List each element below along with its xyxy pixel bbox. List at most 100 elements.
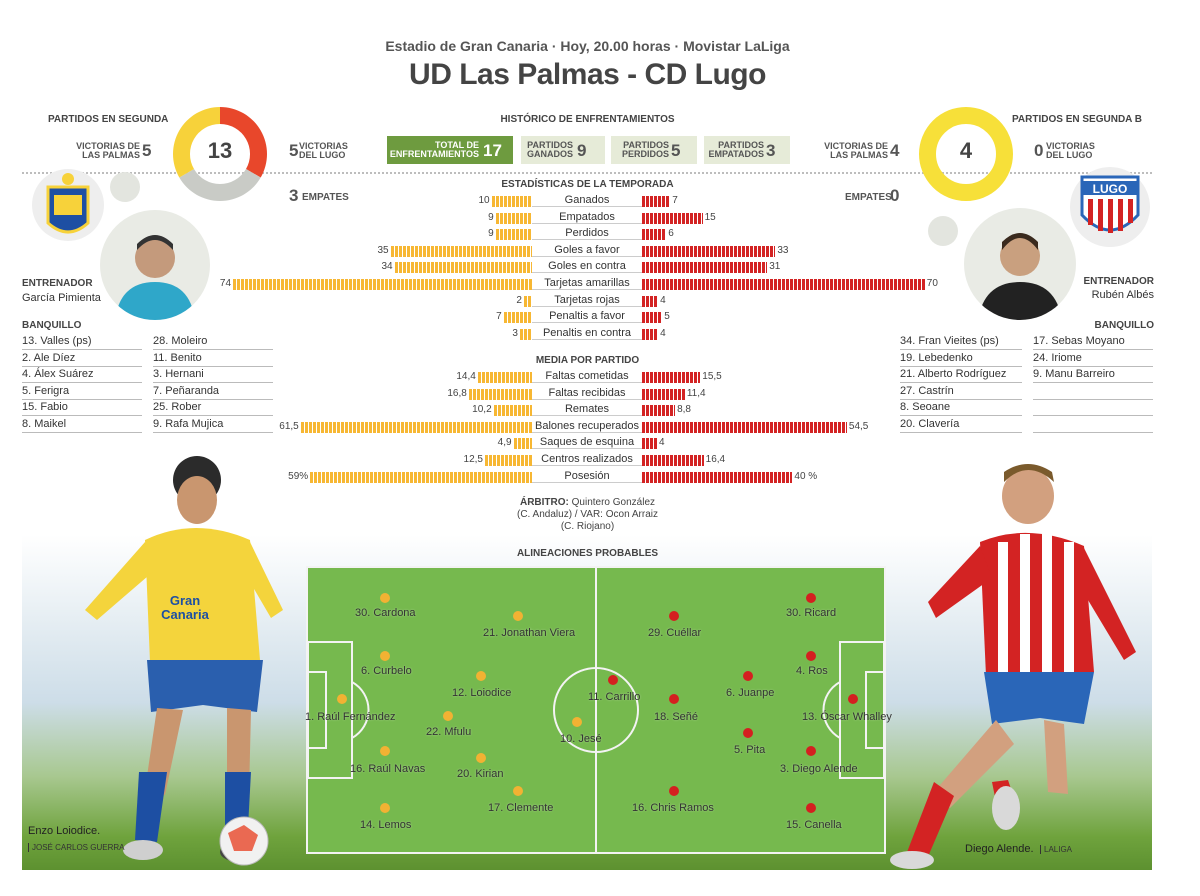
history-drawn-value: 3 <box>766 141 776 160</box>
away-coach-name: Rubén Albés <box>1091 289 1154 301</box>
away-value: 33 <box>777 244 789 256</box>
bench-player: 15. Fabio <box>22 400 142 416</box>
away-bar <box>642 196 671 207</box>
away-value: 40 % <box>794 470 818 482</box>
right-photo-caption: Diego Alende. <box>965 843 1034 855</box>
stat-label: Penaltis en contra <box>532 327 642 340</box>
away-coach-photo <box>964 208 1076 320</box>
home-bar <box>503 312 532 324</box>
home-section-label: PARTIDOS EN SEGUNDA <box>48 114 169 125</box>
home-value: 16,8 <box>447 387 467 399</box>
per-match-title: MEDIA POR PARTIDO <box>535 355 640 366</box>
referee-var: (C. Andaluz) / VAR: Ocon Arraiz <box>517 509 658 520</box>
stat-row: Tarjetas amarillas 74 70 <box>0 277 1200 292</box>
home-bar <box>513 438 532 450</box>
home-bar <box>519 328 532 340</box>
away-value: 4 <box>659 437 665 449</box>
home-value: 35 <box>377 244 389 256</box>
player-name: 20. Kirian <box>457 768 504 780</box>
bench-player: 13. Valles (ps) <box>22 334 142 350</box>
home-bar <box>523 295 532 307</box>
svg-text:Canaria: Canaria <box>161 607 209 622</box>
home-bar <box>233 279 532 290</box>
left-photo-caption: Enzo Loiodice. <box>28 825 101 837</box>
home-bar <box>390 245 532 257</box>
away-value: 11,4 <box>686 387 706 399</box>
right-photo-credit: LALIGA <box>1040 845 1072 854</box>
player-name: 29. Cuéllar <box>648 627 702 639</box>
away-bar <box>642 262 768 274</box>
home-coach-label: ENTRENADOR <box>22 278 93 289</box>
away-value: 31 <box>769 261 781 273</box>
away-player-photo <box>890 464 1136 869</box>
stat-row: Saques de esquina 4,9 4 <box>0 436 1200 451</box>
player-dot <box>337 694 347 704</box>
stat-row: Balones recuperados 61,5 54,5 <box>0 420 1200 435</box>
home-value: 12,5 <box>463 454 483 465</box>
stat-row: Faltas recibidas 16,8 11,4 <box>0 387 1200 402</box>
home-value: 61,5 <box>279 420 299 432</box>
home-value: 7 <box>496 311 502 323</box>
bench-player <box>1033 417 1153 433</box>
stat-label: Faltas recibidas <box>532 387 642 400</box>
away-bar <box>642 471 793 483</box>
player-dot <box>572 717 582 727</box>
home-value: 34 <box>381 261 393 273</box>
home-bar <box>310 471 532 483</box>
bench-player: 9. Rafa Mujica <box>153 417 273 433</box>
home-value: 9 <box>488 228 494 240</box>
away-bar <box>642 405 676 417</box>
home-value: 59% <box>288 470 309 482</box>
bench-player: 2. Ale Díez <box>22 351 142 367</box>
away-bar <box>642 295 659 307</box>
stat-label: Saques de esquina <box>532 436 642 450</box>
player-name: 11. Carrillo <box>588 691 641 703</box>
home-bench-label: BANQUILLO <box>22 320 82 331</box>
home-value: 10 <box>478 195 490 206</box>
stat-label: Ganados <box>532 194 642 207</box>
player-name: 3. Diego Alende <box>780 763 858 775</box>
history-lost-label: PARTIDOS PERDIDOS <box>621 140 669 159</box>
home-draws-value: 3 <box>289 186 299 205</box>
away-value: 6 <box>668 228 674 240</box>
stat-label: Goles en contra <box>532 260 642 274</box>
bench-player: 27. Castrín <box>900 384 1022 400</box>
stat-row: Goles a favor 35 33 <box>0 244 1200 259</box>
player-name: 18. Señé <box>654 711 699 723</box>
home-donut-chart <box>173 107 267 201</box>
history-title: HISTÓRICO DE ENFRENTAMIENTOS <box>500 114 675 125</box>
home-value: 9 <box>488 211 494 223</box>
home-wins-value: 5 <box>142 141 152 160</box>
stat-row: Ganados 10 7 <box>0 194 1200 209</box>
svg-text:Gran: Gran <box>170 593 200 608</box>
player-dot <box>380 593 390 603</box>
home-bar <box>394 262 532 274</box>
bench-player: 25. Rober <box>153 400 273 416</box>
away-bar <box>642 279 925 290</box>
away-bar <box>642 312 663 324</box>
player-name: 14. Lemos <box>360 819 412 831</box>
stat-row: Penaltis en contra 3 4 <box>0 327 1200 342</box>
stat-row: Remates 10,2 8,8 <box>0 403 1200 418</box>
player-dot <box>476 753 486 763</box>
stat-label: Empatados <box>532 211 642 224</box>
home-coach-photo <box>100 210 210 320</box>
player-name: 4. Ros <box>796 665 828 677</box>
away-value: 54,5 <box>848 420 869 432</box>
bench-player: 11. Benito <box>153 351 273 367</box>
referee-name: Quintero González <box>571 497 656 508</box>
away-draws-label: EMPATES <box>845 192 892 203</box>
home-value: 2 <box>516 294 522 306</box>
history-total-label: TOTAL DE ENFRENTAMIENTOS <box>389 140 479 159</box>
home-bar <box>477 372 532 383</box>
player-dot <box>513 786 523 796</box>
home-value: 10,2 <box>472 404 492 416</box>
donut-segment-wins <box>220 107 267 178</box>
stat-row: Tarjetas rojas 2 4 <box>0 294 1200 309</box>
away-bar <box>642 328 659 340</box>
donut-segment-losses <box>173 107 220 178</box>
away-value: 15 <box>704 211 716 223</box>
player-name: 30. Cardona <box>355 607 416 619</box>
bench-player: 17. Sebas Moyano <box>1033 334 1153 350</box>
home-bar <box>300 421 532 433</box>
